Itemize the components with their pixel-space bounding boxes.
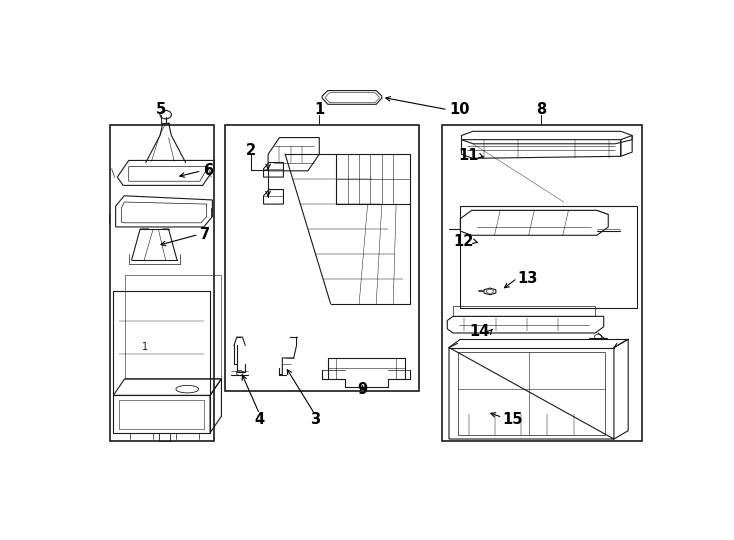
Bar — [453, 306, 595, 316]
Text: 5: 5 — [156, 102, 167, 117]
Text: 9: 9 — [357, 382, 368, 397]
Bar — [110, 125, 214, 441]
Text: 13: 13 — [517, 271, 537, 286]
Text: 1: 1 — [142, 342, 148, 352]
Text: 14: 14 — [470, 324, 490, 339]
Text: 7: 7 — [200, 227, 210, 242]
Text: 2: 2 — [246, 143, 256, 158]
Text: 6: 6 — [203, 163, 213, 178]
Text: 4: 4 — [255, 411, 265, 427]
Text: 3: 3 — [310, 411, 320, 427]
Bar — [225, 125, 419, 391]
Bar — [460, 206, 636, 308]
Text: 10: 10 — [449, 102, 470, 117]
Text: 1: 1 — [314, 102, 324, 117]
Text: 8: 8 — [536, 102, 546, 117]
Text: 11: 11 — [458, 148, 479, 163]
Text: 15: 15 — [503, 411, 523, 427]
Text: 12: 12 — [454, 234, 474, 249]
Bar — [442, 125, 642, 441]
